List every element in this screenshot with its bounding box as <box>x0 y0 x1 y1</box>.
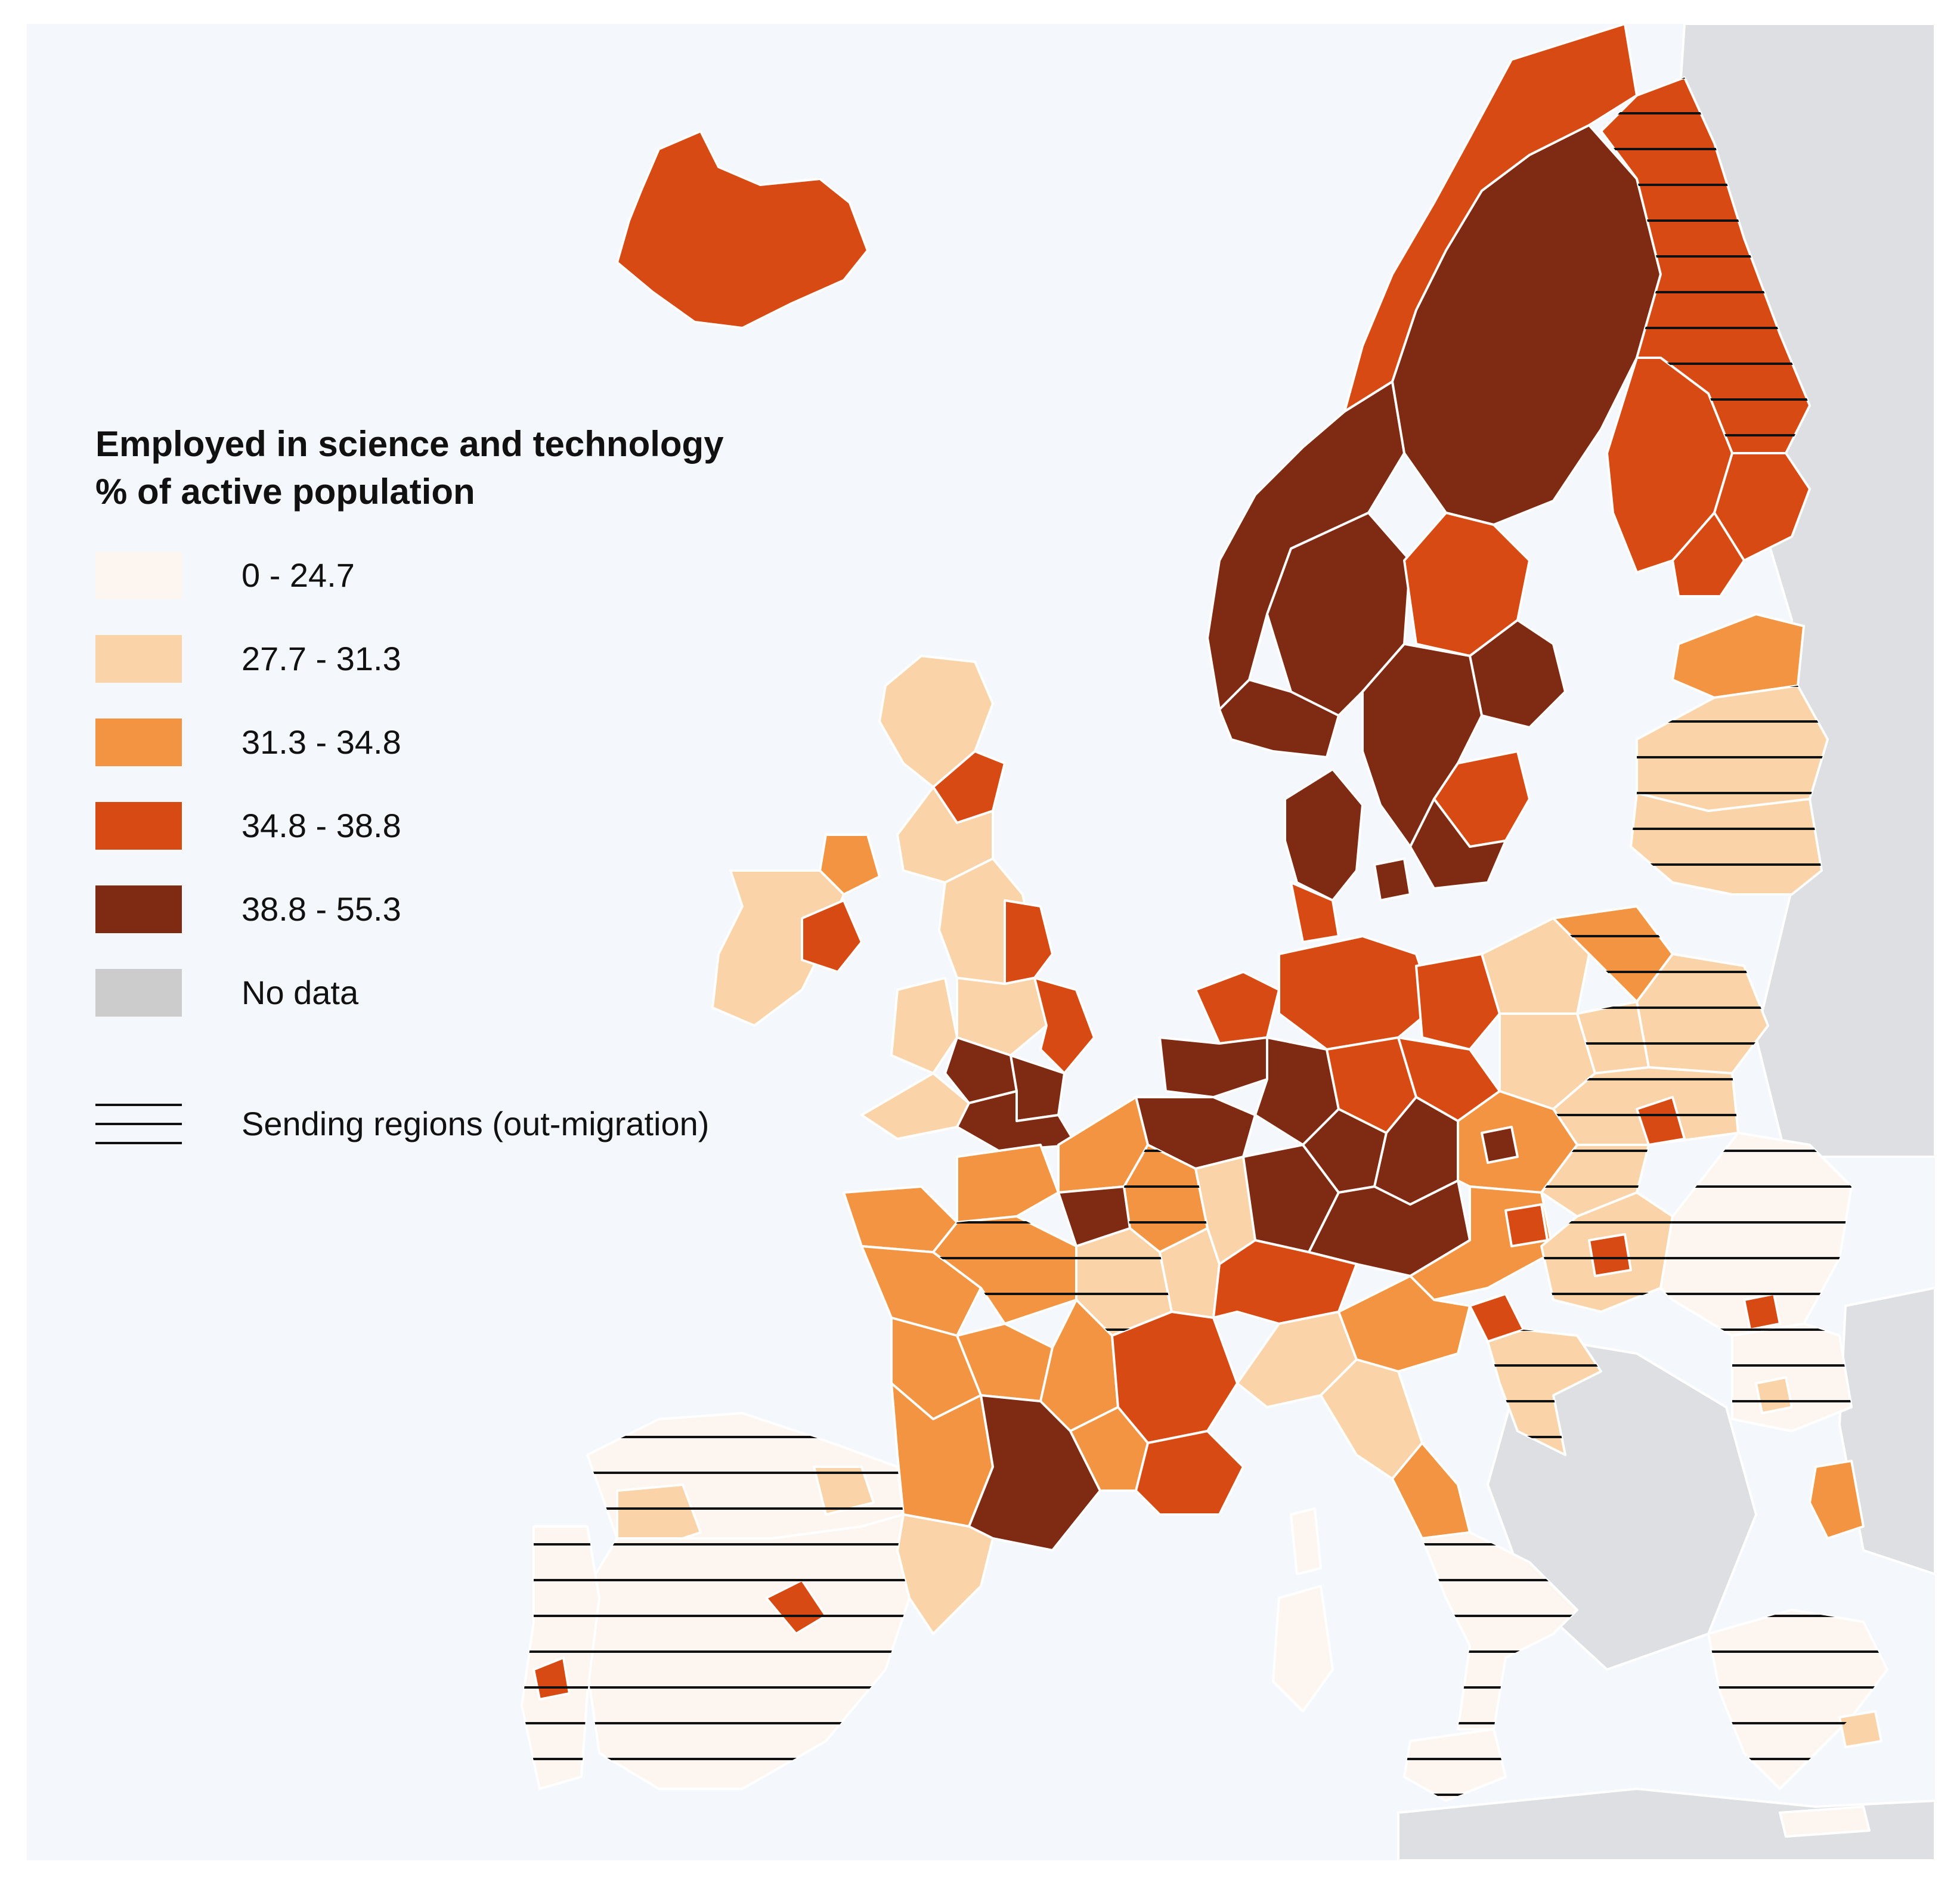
map-region-normandy <box>956 1144 1060 1224</box>
legend-item-class-2: 27.7 - 31.3 <box>95 635 847 683</box>
legend-label-class-1: 0 - 24.7 <box>241 556 355 594</box>
map-region-sardinia <box>1272 1585 1334 1712</box>
hatch-warsaw <box>1637 954 1768 1073</box>
map-region-crete <box>1779 1806 1871 1838</box>
legend-item-no-data: No data <box>95 969 847 1017</box>
hatch-burgundy <box>1076 1228 1172 1336</box>
map-region-dublin <box>801 899 863 973</box>
legend-label-class-3: 31.3 - 34.8 <box>241 723 401 761</box>
map-region-wales <box>890 977 958 1074</box>
hatch-portugal <box>522 1526 599 1789</box>
legend-swatch-class-1 <box>95 552 182 599</box>
hatch-romania <box>1661 1133 1851 1336</box>
map-region-scotland-south <box>896 786 994 884</box>
map-region-berlin <box>1415 953 1501 1051</box>
map-region-sweden-mid <box>1403 512 1531 657</box>
map-region-attica <box>1838 1710 1882 1748</box>
hatch-hungary <box>1541 1193 1673 1312</box>
map-region-yorkshire <box>1004 899 1054 985</box>
map-region-catalonia <box>896 1513 994 1635</box>
legend-label-no-data: No data <box>241 974 359 1011</box>
map-region-midi-pyrenees <box>968 1394 1101 1551</box>
hatch-greece <box>1708 1610 1887 1789</box>
hatch-latvia <box>1637 686 1828 811</box>
map-region-pays-de-la-loire <box>860 1245 982 1337</box>
legend-label-sending-regions: Sending regions (out-migration) <box>241 1105 710 1142</box>
map-region-skane <box>1409 798 1507 890</box>
map-region-netherlands-north <box>1194 971 1280 1045</box>
hatch-champagne <box>1124 1145 1207 1252</box>
map-region-germany-north <box>1278 935 1435 1051</box>
legend-item-class-4: 34.8 - 38.8 <box>95 802 847 850</box>
hatch-poland-north <box>1553 906 1673 1002</box>
legend-title-line-2: % of active population <box>95 472 475 512</box>
europe-choropleth-map <box>521 24 1935 1860</box>
legend-swatch-no-data <box>95 969 182 1017</box>
legend-swatch-class-3 <box>95 719 182 766</box>
hatch-croatia <box>1488 1330 1601 1455</box>
legend-item-class-5: 38.8 - 55.3 <box>95 885 847 933</box>
legend-label-class-4: 34.8 - 38.8 <box>241 807 401 844</box>
hatch-finland-north <box>1601 78 1810 453</box>
map-region-poland-northwest <box>1481 917 1590 1015</box>
map-frame: Employed in science and technology % of … <box>27 24 1935 1860</box>
map-region-southeast-england <box>956 1090 1077 1152</box>
legend-item-class-1: 0 - 24.7 <box>95 552 847 599</box>
legend-item-class-3: 31.3 - 34.8 <box>95 719 847 766</box>
hatch-spain-center <box>581 1515 909 1789</box>
map-region-rome <box>1391 1442 1471 1540</box>
map-region-estonia <box>1671 613 1805 699</box>
hatch-poland-south <box>1553 1067 1738 1145</box>
map-region-copenhagen <box>1373 857 1411 902</box>
out-migration-hatching <box>522 78 1887 1801</box>
map-region-corsica <box>1290 1507 1322 1575</box>
map-region-denmark-south <box>1290 881 1340 943</box>
map-region-prague <box>1481 1126 1519 1164</box>
legend-swatch-class-2 <box>95 635 182 683</box>
hatch-italy-south <box>1422 1532 1577 1729</box>
map-region-iceland <box>616 130 869 329</box>
legend-title: Employed in science and technology % of … <box>95 420 724 516</box>
map-region-northern-ireland <box>819 834 881 896</box>
legend-label-class-5: 38.8 - 55.3 <box>241 890 401 928</box>
legend-swatch-class-5 <box>95 885 182 933</box>
hatch-bulgaria <box>1732 1324 1851 1431</box>
map-region-norway-west <box>1218 679 1340 758</box>
map-region-netherlands-south <box>1159 1036 1268 1098</box>
hatch-lithuania <box>1631 793 1822 894</box>
map-region-vienna <box>1504 1203 1549 1247</box>
hatch-poland-east <box>1577 1002 1649 1073</box>
map-legend: Employed in science and technology % of … <box>95 420 847 1154</box>
map-region-jutland <box>1284 768 1364 902</box>
map-region-helsinki <box>1671 512 1745 597</box>
legend-title-line-1: Employed in science and technology <box>95 424 724 464</box>
map-region-ireland-west <box>711 869 845 1027</box>
map-region-east-island <box>1809 1460 1865 1540</box>
legend-item-sending-regions: Sending regions (out-migration) <box>95 1100 847 1148</box>
map-region-provence <box>1135 1430 1244 1516</box>
hatch-centre <box>933 1216 1076 1324</box>
hatch-spain-north <box>587 1413 903 1538</box>
legend-swatch-class-4 <box>95 802 182 850</box>
legend-label-class-2: 27.7 - 31.3 <box>241 640 401 677</box>
hatch-sicily <box>1404 1729 1506 1801</box>
legend-hatch-symbol <box>95 1100 182 1148</box>
